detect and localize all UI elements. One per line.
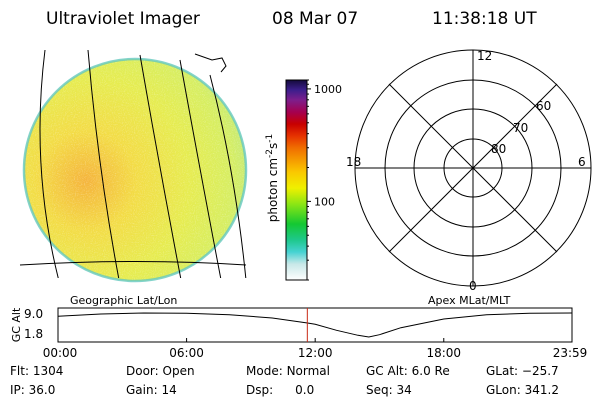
status-flt: Flt: 1304 xyxy=(10,364,63,378)
geographic-image-panel xyxy=(19,49,248,283)
image-speckle xyxy=(24,59,246,281)
time-tick-label: 06:00 xyxy=(169,346,204,360)
meridian-line xyxy=(139,54,182,278)
latitude-line xyxy=(19,261,247,266)
disk-limb xyxy=(22,57,248,283)
status-mode: Mode: Normal xyxy=(246,364,330,378)
projection-label-apex: Apex MLat/MLT xyxy=(428,294,511,307)
status-glon: GLon: 341.2 xyxy=(486,383,559,397)
colorbar-unit-label: photon cm-2s-1 xyxy=(265,134,280,223)
mlt-label-6: 6 xyxy=(578,155,586,169)
status-glat: GLat: −25.7 xyxy=(486,364,559,378)
meridian-line xyxy=(209,74,247,278)
meridian-line xyxy=(39,49,59,278)
unit-exponent: -1 xyxy=(265,134,275,143)
time-tick-label: 12:00 xyxy=(298,346,333,360)
altitude-axis-label: GC Alt xyxy=(10,307,23,342)
mlat-label-80: 80 xyxy=(491,142,506,156)
mlat-label-70: 70 xyxy=(513,121,528,135)
observation-time: 11:38:18 UT xyxy=(432,9,537,29)
colorbar-tick-label: 100 xyxy=(314,195,335,208)
status-ip: IP: 36.0 xyxy=(10,383,55,397)
meridian-line xyxy=(179,59,222,278)
unit-exponent: -2 xyxy=(265,149,275,158)
altitude-tick-low: 1.8 xyxy=(24,327,43,341)
geo-grid-lines xyxy=(19,49,247,278)
meridian-line xyxy=(87,49,120,278)
colorbar: 1000 100 photon cm-2s-1 xyxy=(265,79,342,281)
mlat-label-60: 60 xyxy=(536,99,551,113)
colorbar-ticks: 1000 100 xyxy=(307,79,342,281)
polar-grid xyxy=(354,49,592,287)
status-door: Door: Open xyxy=(126,364,195,378)
instrument-title: Ultraviolet Imager xyxy=(46,9,200,29)
altitude-plot: GC Alt 9.0 1.8 00:00 06:00 12:00 18:00 23:59 xyxy=(10,307,587,360)
time-tick-label: 23:59 xyxy=(553,346,588,360)
observation-date: 08 Mar 07 xyxy=(272,9,358,29)
time-tick-label: 00:00 xyxy=(43,346,78,360)
status-seq: Seq: 34 xyxy=(366,383,412,397)
mlt-label-18: 18 xyxy=(346,155,361,169)
coastline xyxy=(194,53,227,73)
mlt-label-0: 0 xyxy=(469,279,477,293)
projection-label-geographic: Geographic Lat/Lon xyxy=(70,294,177,307)
altitude-tick-high: 9.0 xyxy=(24,307,43,321)
status-gain: Gain: 14 xyxy=(126,383,177,397)
mlt-diagonal xyxy=(388,83,558,253)
altitude-curve xyxy=(57,312,572,338)
status-dsp: Dsp: 0.0 xyxy=(246,383,314,397)
colorbar-tick-label: 1000 xyxy=(314,83,342,96)
time-tick-label: 18:00 xyxy=(426,346,461,360)
mlt-label-12: 12 xyxy=(477,49,492,63)
status-gcalt: GC Alt: 6.0 Re xyxy=(366,364,450,378)
colorbar-scale xyxy=(285,79,308,281)
polar-labels: 12 18 6 0 60 70 80 xyxy=(346,49,586,293)
status-panel: Flt: 1304 IP: 36.0 Door: Open Gain: 14 M… xyxy=(10,364,559,397)
altitude-x-ticks: 00:00 06:00 12:00 18:00 23:59 xyxy=(43,338,588,360)
